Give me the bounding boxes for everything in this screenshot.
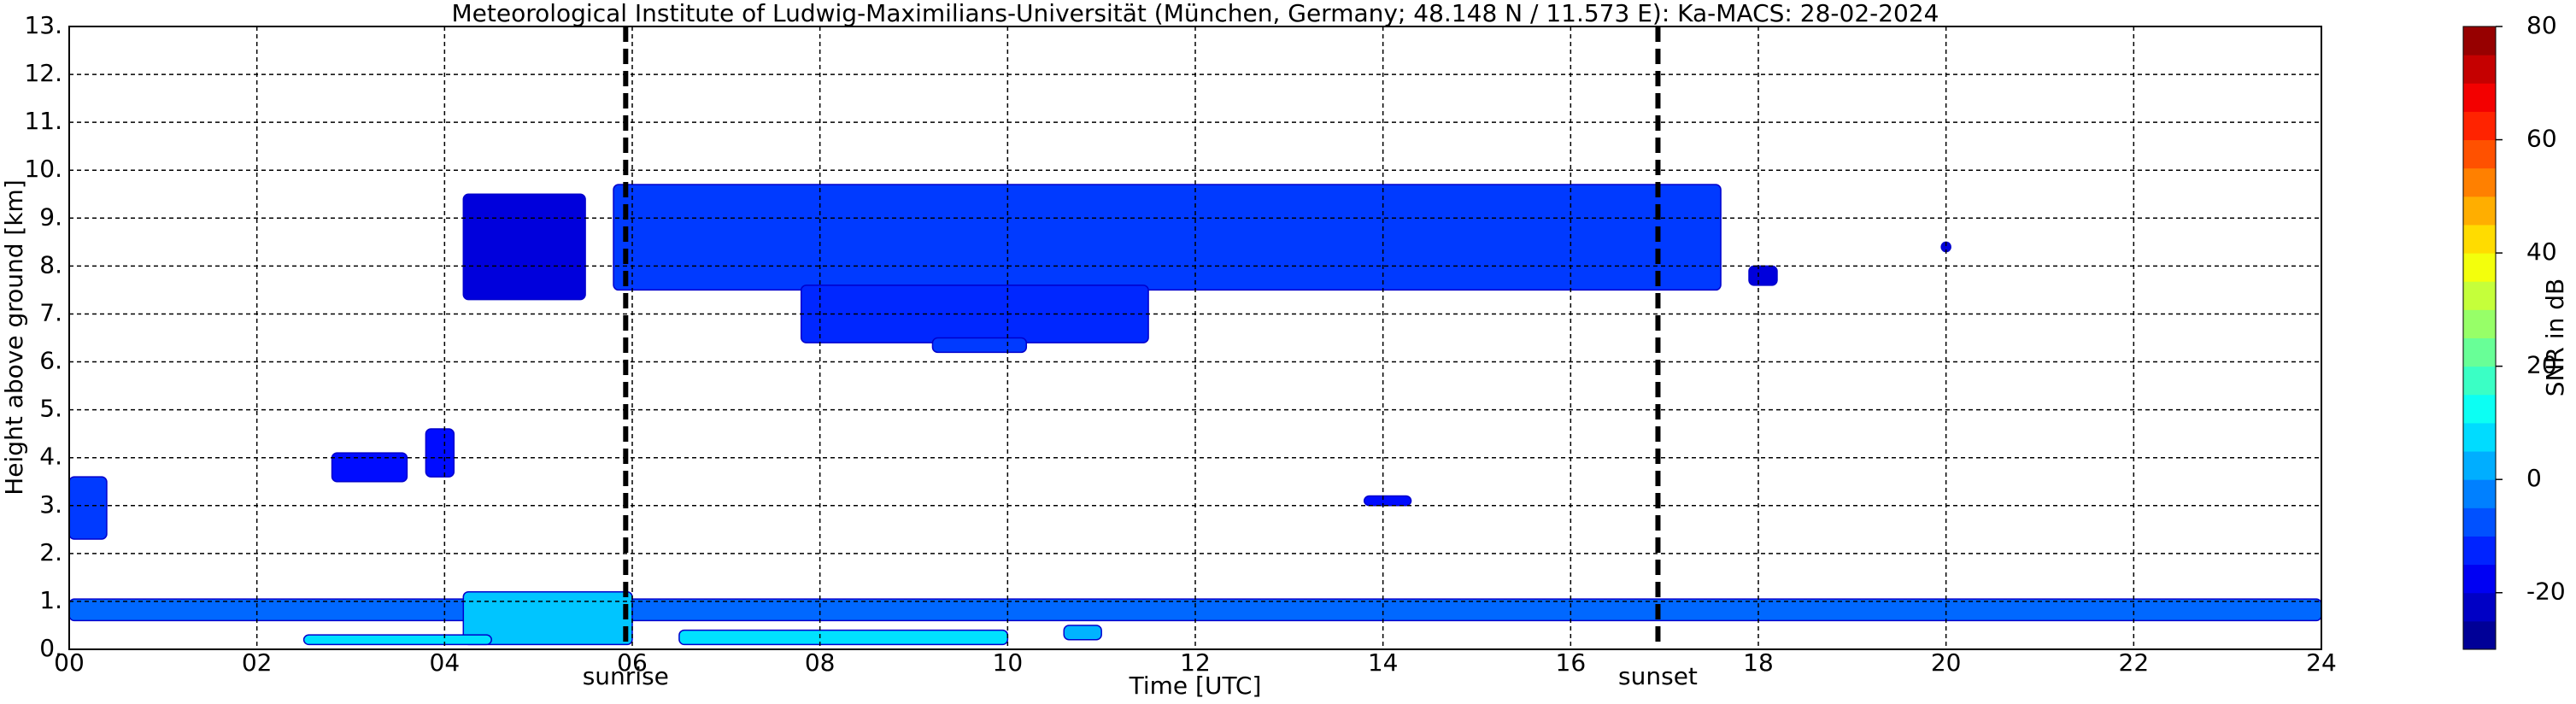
colorbar-tick-label: 80 [2526, 11, 2557, 39]
colorbar-tick-label: 0 [2526, 464, 2542, 492]
echo [1748, 265, 1778, 286]
x-tick-label: 22 [2119, 648, 2150, 677]
colorbar-band [2463, 564, 2496, 594]
x-tick-label: 18 [1743, 648, 1774, 677]
x-tick-label: 00 [54, 648, 85, 677]
colorbar-band [2463, 422, 2496, 452]
echo [462, 590, 633, 646]
y-tick-label: 12. [24, 59, 62, 87]
annotation-label: sunset [1618, 662, 1698, 690]
echo [678, 629, 1009, 646]
x-tick-label: 04 [430, 648, 461, 677]
colorbar-band [2463, 55, 2496, 84]
y-tick-label: 4. [39, 443, 62, 471]
x-tick-label: 20 [1931, 648, 1962, 677]
echo [613, 184, 1722, 291]
colorbar-band [2463, 167, 2496, 197]
x-tick-label: 08 [805, 648, 836, 677]
colorbar-band [2463, 139, 2496, 169]
y-tick-label: 2. [39, 538, 62, 566]
colorbar-band [2463, 592, 2496, 622]
colorbar-band [2463, 536, 2496, 566]
colorbar-band [2463, 394, 2496, 424]
x-axis-label: Time [UTC] [1129, 672, 1262, 700]
annotation-label: sunrise [583, 662, 669, 690]
colorbar-band [2463, 253, 2496, 282]
y-tick-label: 6. [39, 347, 62, 375]
x-tick-label: 10 [993, 648, 1024, 677]
plot-frame [68, 26, 2322, 650]
echo [1363, 495, 1412, 507]
x-tick-label: 02 [242, 648, 273, 677]
y-tick-label: 1. [39, 586, 62, 614]
colorbar-band [2463, 507, 2496, 537]
colorbar-band [2463, 281, 2496, 310]
echo [462, 193, 586, 301]
colorbar-band [2463, 196, 2496, 226]
y-tick-label: 11. [24, 107, 62, 135]
echo [68, 476, 108, 540]
echo [68, 598, 2322, 622]
colorbar-band [2463, 451, 2496, 480]
colorbar-tick-label: 40 [2526, 238, 2557, 266]
x-tick-label: 24 [2306, 648, 2337, 677]
y-tick-label: 9. [39, 202, 62, 231]
x-tick-label: 12 [1180, 648, 1211, 677]
echo [425, 428, 455, 478]
colorbar-band [2463, 83, 2496, 112]
y-tick-label: 8. [39, 250, 62, 279]
colorbar-band [2463, 309, 2496, 338]
colorbar-label: SNR in dB [2541, 279, 2569, 396]
y-tick-label: 7. [39, 298, 62, 326]
chart-title: Meteorological Institute of Ludwig-Maxim… [451, 0, 1939, 27]
colorbar-band [2463, 111, 2496, 141]
colorbar-band [2463, 366, 2496, 396]
colorbar-frame [2462, 26, 2497, 650]
colorbar-band [2463, 479, 2496, 508]
echo [302, 634, 493, 646]
y-tick-label: 10. [24, 155, 62, 183]
echo [931, 337, 1028, 354]
x-tick-label: 06 [617, 648, 648, 677]
echo [1063, 625, 1102, 641]
echo [331, 452, 408, 483]
y-tick-label: 0. [39, 634, 62, 662]
colorbar-tick-label: 20 [2526, 351, 2557, 379]
colorbar-band [2463, 224, 2496, 254]
y-tick-label: 3. [39, 490, 62, 519]
x-tick-label: 16 [1556, 648, 1587, 677]
y-tick-label: 13. [24, 11, 62, 39]
colorbar-band [2463, 620, 2496, 650]
y-axis-label: Height above ground [km] [0, 179, 28, 496]
colorbar-band [2463, 337, 2496, 367]
echo [800, 285, 1149, 343]
colorbar-tick-label: 60 [2526, 125, 2557, 153]
colorbar-band [2463, 26, 2496, 56]
x-tick-label: 14 [1368, 648, 1399, 677]
y-tick-label: 5. [39, 395, 62, 423]
colorbar-tick-label: -20 [2526, 578, 2566, 606]
